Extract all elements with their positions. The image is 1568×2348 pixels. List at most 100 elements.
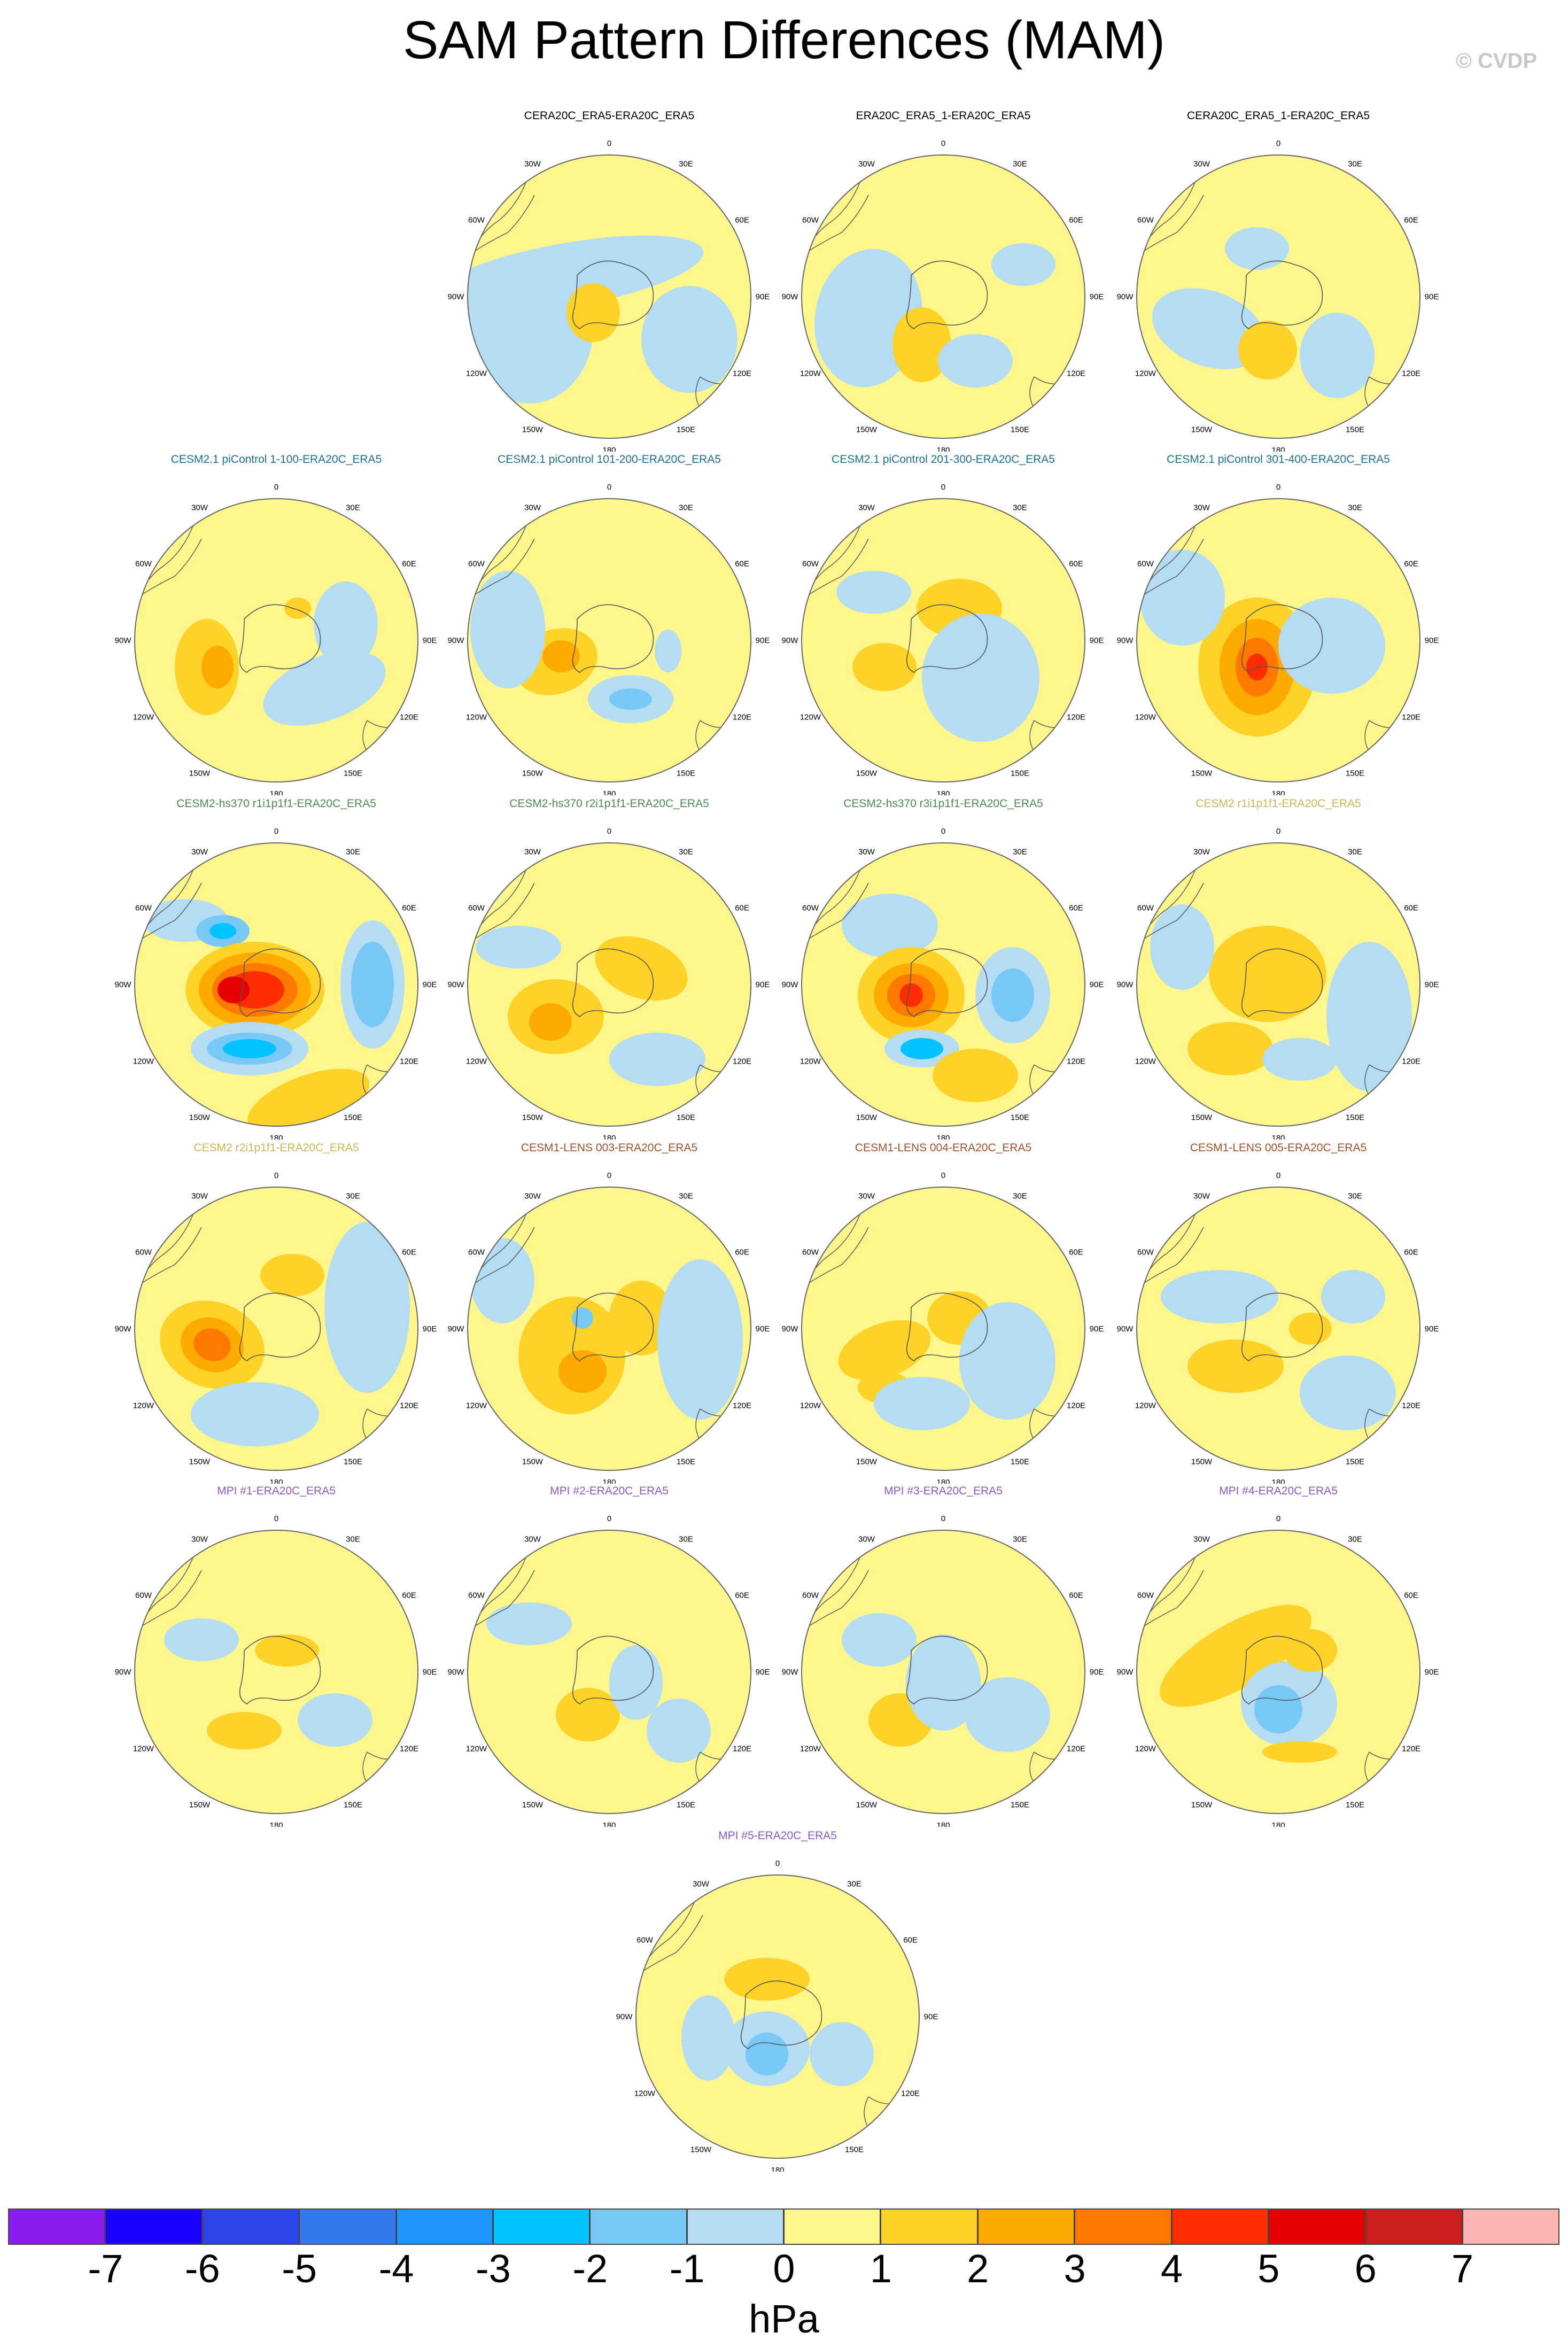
antarctica-outline <box>1241 1292 1323 1361</box>
map-panel: CESM2.1 piControl 201-300-ERA20C_ERA5 0 30… <box>778 453 1109 795</box>
colorbar-tick-label: -7 <box>88 2246 123 2291</box>
colorbar-tick-label: 5 <box>1257 2246 1280 2291</box>
longitude-label: 120E <box>1067 1745 1085 1754</box>
polar-map: 0 30E 60E 90E 120E 150E 180 150W 120W 90W 60W 30W <box>115 827 437 1140</box>
map-panel: CESM2-hs370 r2i1p1f1-ERA20C_ERA5 0 30E 60E 9… <box>444 797 775 1140</box>
longitude-label: 150W <box>856 769 878 778</box>
longitude-label: 30W <box>191 1191 208 1200</box>
contour-region <box>468 254 593 404</box>
antarctica-outline <box>1241 1636 1323 1704</box>
longitude-label: 60E <box>402 560 416 569</box>
longitude-label: 150W <box>690 2145 712 2155</box>
longitude-label: 150W <box>522 1113 544 1122</box>
longitude-label: 150W <box>189 769 211 778</box>
contour-region <box>810 2022 874 2086</box>
longitude-label: 90W <box>782 1324 799 1334</box>
longitude-label: 60E <box>1069 216 1083 225</box>
longitude-label: 120W <box>1135 369 1156 378</box>
longitude-label: 0 <box>607 483 611 492</box>
map-panel: CERA20C_ERA5-ERA20C_ERA5 0 30E 60E 90E 120E 15… <box>444 110 775 452</box>
colorbar-swatch <box>8 2208 106 2245</box>
contour-region <box>901 1038 943 1059</box>
longitude-label: 150E <box>1011 1458 1029 1467</box>
antarctica-outline <box>906 1292 988 1361</box>
contour-region <box>1284 1629 1337 1672</box>
longitude-label: 150E <box>344 1801 362 1810</box>
longitude-label: 120E <box>733 1057 751 1066</box>
contour-region <box>959 1302 1055 1420</box>
panel-title: MPI #3-ERA20C_ERA5 <box>884 1485 1003 1497</box>
polar-map: 0 30E 60E 90E 120E 150E 180 150W 120W 90W 60W 30W <box>1117 139 1439 452</box>
longitude-label: 30W <box>1193 503 1210 512</box>
longitude-label: 30W <box>693 1879 710 1888</box>
longitude-label: 90W <box>1117 1668 1134 1677</box>
longitude-label: 60E <box>1069 1248 1083 1257</box>
longitude-label: 120E <box>733 1401 751 1411</box>
contour-region <box>681 1995 735 2081</box>
longitude-label: 30W <box>858 503 875 512</box>
longitude-label: 60E <box>735 1591 749 1600</box>
longitude-label: 0 <box>941 483 945 492</box>
longitude-label: 30E <box>679 1535 693 1544</box>
contour-region <box>486 1602 572 1645</box>
longitude-label: 150W <box>522 425 544 435</box>
contour-region <box>1187 1339 1284 1393</box>
longitude-label: 120E <box>1402 369 1420 378</box>
longitude-label: 90W <box>782 980 799 989</box>
longitude-label: 120W <box>1135 1745 1156 1754</box>
longitude-label: 120E <box>400 1057 418 1066</box>
longitude-label: 0 <box>274 1514 278 1523</box>
colorbar-units: hPa <box>749 2297 819 2341</box>
map-panel: CESM1-LENS 003-ERA20C_ERA5 0 30E 60E 90E 120E… <box>444 1142 775 1484</box>
contour-region <box>965 1677 1050 1752</box>
colorbar-swatch <box>783 2208 881 2245</box>
longitude-label: 60W <box>802 1591 819 1600</box>
longitude-label: 30E <box>679 847 693 856</box>
panel-title: CESM2.1 piControl 1-100-ERA20C_ERA5 <box>170 453 382 466</box>
polar-map: 0 30E 60E 90E 120E 150E 180 150W 120W 90W 60W 30W <box>115 483 437 795</box>
longitude-label: 30W <box>1193 1535 1210 1544</box>
longitude-label: 90E <box>756 1668 770 1677</box>
longitude-label: 120W <box>800 369 821 378</box>
longitude-label: 90E <box>1425 980 1439 989</box>
longitude-label: 120W <box>133 713 154 722</box>
panel-title: CERA20C_ERA5-ERA20C_ERA5 <box>524 110 695 122</box>
longitude-label: 180 <box>602 789 616 795</box>
longitude-label: 180 <box>936 1134 950 1140</box>
contour-region <box>906 1634 981 1731</box>
longitude-label: 30W <box>1193 159 1210 168</box>
colorbar-tick-label: 4 <box>1160 2246 1183 2291</box>
longitude-label: 180 <box>1271 1821 1285 1827</box>
contour-region <box>558 1350 607 1393</box>
longitude-label: 30E <box>1013 847 1027 856</box>
longitude-label: 0 <box>607 139 611 148</box>
polar-map: 0 30E 60E 90E 120E 150E 180 150W 120W 90W 60W 30W <box>115 1171 437 1484</box>
longitude-label: 60E <box>903 1936 918 1945</box>
panel-title: ERA20C_ERA5_1-ERA20C_ERA5 <box>856 110 1031 122</box>
longitude-label: 150E <box>677 769 695 778</box>
contour-region <box>609 1033 705 1086</box>
longitude-label: 150W <box>189 1458 211 1467</box>
contour-region <box>595 936 688 1001</box>
longitude-label: 150E <box>344 1113 362 1122</box>
longitude-label: 60W <box>468 216 485 225</box>
contour-region <box>1289 1313 1332 1345</box>
colorbar <box>8 2208 1559 2245</box>
longitude-label: 90W <box>782 1668 799 1677</box>
antarctica-outline <box>239 1292 321 1361</box>
contour-region <box>247 1068 370 1126</box>
longitude-label: 150W <box>522 1801 544 1810</box>
longitude-label: 150W <box>1191 1801 1213 1810</box>
longitude-label: 120E <box>400 1745 418 1754</box>
longitude-label: 30W <box>858 159 875 168</box>
antarctica-outline <box>239 948 321 1017</box>
contour-region <box>647 1699 711 1763</box>
longitude-label: 30W <box>858 847 875 856</box>
longitude-label: 90W <box>115 980 132 989</box>
longitude-label: 90E <box>423 636 437 645</box>
longitude-label: 60W <box>468 1248 485 1257</box>
longitude-label: 30E <box>1013 503 1027 512</box>
longitude-label: 180 <box>269 789 283 795</box>
longitude-label: 90E <box>423 1668 437 1677</box>
contour-region <box>1225 227 1289 270</box>
